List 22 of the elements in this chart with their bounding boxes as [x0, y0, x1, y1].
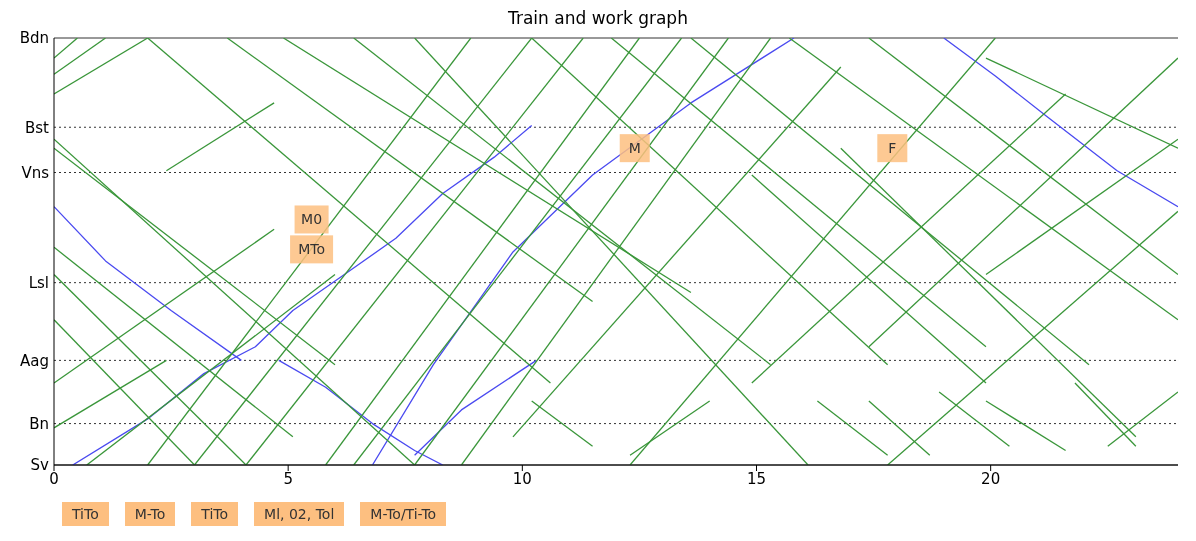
ref-line-label: Bst	[25, 118, 50, 137]
x-tick-label: 15	[746, 469, 767, 488]
x-tick-label: 5	[283, 469, 293, 488]
ref-line-label: Bdn	[19, 29, 49, 48]
text: TiTo	[191, 502, 239, 526]
annotation: MTo	[298, 241, 325, 258]
annotation: F	[888, 140, 897, 157]
ref-line-label: Aag	[20, 351, 49, 370]
x-tick-label: 0	[49, 469, 59, 488]
ref-line-label: Bn	[29, 414, 49, 433]
chart-title: Train and work graph	[507, 8, 689, 30]
ref-line-label: Vns	[21, 163, 50, 182]
x-tick-label: 20	[981, 469, 1001, 488]
ref-line-label: Lsl	[28, 274, 49, 292]
x-tick-label: 10	[512, 469, 532, 488]
annotation: M	[628, 140, 641, 157]
ref-line-label: Sv	[30, 456, 50, 475]
text: Ml, 02, Tol	[254, 502, 345, 526]
text: M-To/Ti-To	[360, 502, 447, 526]
annotation: M0	[301, 211, 323, 228]
text: M-To	[124, 502, 176, 526]
text: TiTo	[62, 502, 109, 526]
